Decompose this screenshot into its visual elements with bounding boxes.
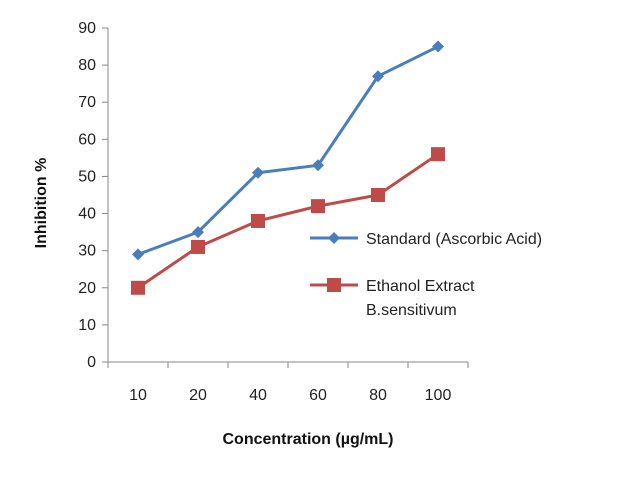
x-tick-group: 10 20 40 60 80 100 — [107, 362, 469, 404]
data-point — [192, 226, 204, 239]
series-line — [137, 45, 439, 256]
y-tick-label: 10 — [78, 317, 96, 334]
data-point — [311, 199, 325, 214]
data-point — [371, 188, 385, 202]
legend: Standard (Ascorbic Acid) Ethanol Extract B… — [310, 231, 542, 319]
y-tick-group: 0 10 20 30 40 50 60 70 80 90 — [78, 20, 108, 371]
y-tick-label: 20 — [78, 280, 96, 297]
x-tick-label: 80 — [369, 387, 387, 404]
data-point — [312, 159, 324, 172]
x-tick-label: 100 — [425, 387, 452, 404]
x-tick-label: 40 — [249, 387, 267, 404]
legend-item: Standard (Ascorbic Acid) — [310, 231, 542, 248]
x-tick-label: 10 — [129, 387, 147, 404]
x-axis-title: Concentration (µg/mL) — [223, 431, 394, 448]
x-tick-label: 60 — [309, 387, 327, 404]
y-tick-label: 50 — [78, 168, 96, 185]
data-point — [251, 213, 265, 228]
y-tick-label: 0 — [87, 354, 96, 371]
data-point — [131, 280, 145, 295]
series-2 — [131, 147, 445, 295]
legend-marker — [328, 232, 340, 244]
legend-label: B.sensitivum — [366, 302, 457, 319]
series-line — [137, 152, 439, 290]
y-tick-label: 70 — [78, 94, 96, 111]
y-tick-label: 80 — [78, 57, 96, 74]
y-axis-title: Inhibition % — [33, 158, 50, 249]
x-tick-label: 20 — [189, 387, 207, 404]
data-point — [432, 40, 444, 53]
y-tick-label: 90 — [78, 20, 96, 37]
y-tick-label: 30 — [78, 243, 96, 260]
legend-label: Ethanol Extract — [366, 278, 475, 295]
legend-item: Ethanol Extract B.sensitivum — [310, 278, 475, 319]
data-point — [191, 239, 205, 254]
legend-label: Standard (Ascorbic Acid) — [366, 231, 542, 248]
legend-marker — [327, 278, 341, 292]
data-point — [372, 70, 384, 83]
data-point — [431, 147, 445, 162]
series-1 — [132, 40, 444, 261]
y-tick-label: 40 — [78, 206, 96, 223]
data-point — [132, 248, 144, 261]
y-tick-label: 60 — [78, 131, 96, 148]
series-group — [131, 40, 445, 295]
data-point — [252, 166, 264, 179]
